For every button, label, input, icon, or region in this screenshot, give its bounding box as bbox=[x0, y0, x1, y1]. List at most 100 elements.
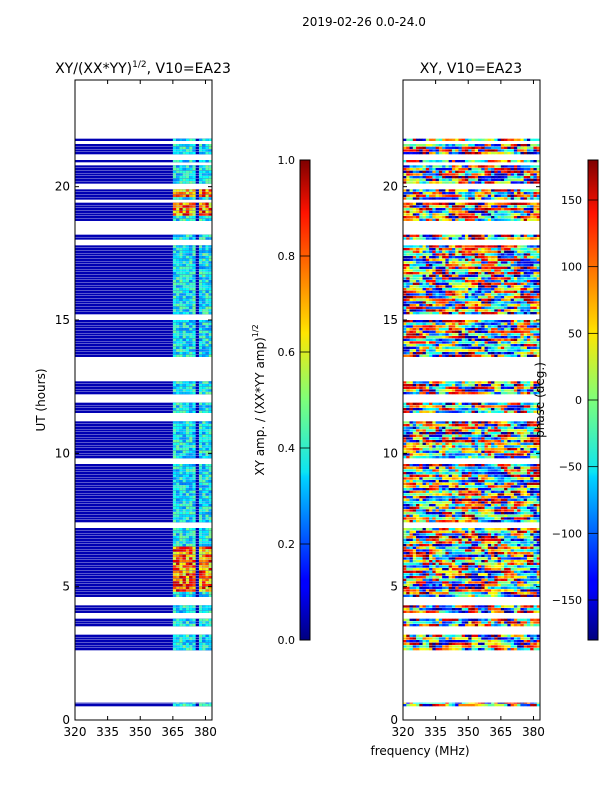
amplitude-cell bbox=[202, 592, 206, 595]
amplitude-cell bbox=[182, 301, 186, 304]
phase-cell bbox=[494, 474, 498, 477]
amplitude-cell bbox=[192, 557, 196, 560]
phase-cell bbox=[438, 514, 443, 517]
phase-cell bbox=[533, 453, 538, 456]
phase-cell bbox=[526, 642, 531, 645]
amplitude-cell bbox=[192, 160, 196, 163]
phase-cell bbox=[500, 536, 505, 539]
amplitude-cell bbox=[185, 506, 190, 509]
amplitude-cell bbox=[182, 560, 186, 563]
amplitude-cell bbox=[182, 482, 186, 485]
phase-cell bbox=[494, 437, 498, 440]
amplitude-cell bbox=[176, 152, 180, 155]
phase-cell bbox=[464, 482, 469, 485]
phase-cell bbox=[409, 576, 414, 579]
phase-cell bbox=[474, 578, 479, 581]
amplitude-cell bbox=[198, 702, 203, 704]
phase-cell bbox=[484, 605, 489, 608]
phase-cell bbox=[445, 549, 449, 552]
phase-cell bbox=[442, 477, 446, 480]
amplitude-cell bbox=[189, 485, 193, 488]
phase-cell bbox=[409, 469, 414, 472]
amplitude-cell bbox=[202, 432, 206, 435]
phase-cell bbox=[474, 642, 479, 645]
phase-cell bbox=[419, 560, 423, 563]
phase-cell bbox=[461, 570, 466, 573]
amplitude-cell bbox=[208, 576, 212, 579]
amplitude-cell bbox=[202, 272, 206, 275]
amplitude-cell bbox=[185, 410, 190, 413]
phase-cell bbox=[409, 557, 414, 560]
phase-cell bbox=[526, 581, 531, 584]
phase-cell bbox=[507, 637, 511, 640]
phase-cell bbox=[461, 429, 466, 432]
phase-cell bbox=[517, 576, 521, 579]
phase-cell bbox=[445, 530, 449, 533]
phase-cell bbox=[435, 584, 440, 587]
phase-cell bbox=[464, 562, 469, 565]
phase-cell bbox=[510, 538, 515, 541]
amplitude-cell bbox=[182, 234, 186, 237]
phase-cell bbox=[412, 453, 417, 456]
phase-cell bbox=[445, 509, 449, 512]
phase-cell bbox=[406, 544, 410, 547]
amplitude-cell bbox=[192, 274, 196, 277]
phase-cell bbox=[409, 562, 414, 565]
phase-cell bbox=[481, 429, 485, 432]
phase-cell bbox=[455, 456, 459, 459]
phase-cell bbox=[419, 469, 423, 472]
phase-cell bbox=[513, 624, 518, 627]
amplitude-cell bbox=[185, 386, 190, 389]
phase-cell bbox=[419, 506, 423, 509]
phase-cell bbox=[458, 557, 463, 560]
phase-cell bbox=[500, 472, 505, 475]
phase-cell bbox=[478, 533, 482, 536]
amplitude-cell bbox=[208, 485, 212, 488]
phase-cell bbox=[517, 530, 521, 533]
amplitude-cell bbox=[202, 296, 206, 299]
phase-cell bbox=[409, 608, 414, 611]
phase-cell bbox=[435, 586, 440, 589]
phase-cell bbox=[510, 642, 515, 645]
phase-cell bbox=[464, 514, 469, 517]
amplitude-cell bbox=[208, 389, 212, 392]
phase-cell bbox=[478, 480, 482, 483]
phase-cell bbox=[526, 442, 531, 445]
amplitude-cell bbox=[179, 421, 183, 424]
phase-cell bbox=[526, 514, 531, 517]
amplitude-cell bbox=[179, 389, 183, 392]
amplitude-cell bbox=[189, 464, 193, 467]
phase-cell bbox=[432, 702, 436, 704]
phase-cell bbox=[451, 424, 456, 427]
colorbar-tick-label: 0.2 bbox=[278, 538, 296, 551]
phase-cell bbox=[530, 472, 534, 475]
amplitude-cell bbox=[202, 328, 206, 331]
amplitude-cell bbox=[172, 480, 177, 483]
amplitude-cell bbox=[182, 282, 186, 285]
amplitude-cell bbox=[182, 264, 186, 267]
amplitude-cell bbox=[185, 501, 190, 504]
amplitude-cell bbox=[182, 293, 186, 296]
phase-cell bbox=[406, 640, 410, 643]
phase-cell bbox=[412, 434, 417, 437]
phase-cell bbox=[504, 528, 508, 531]
amplitude-cell bbox=[75, 352, 212, 355]
phase-cell bbox=[494, 576, 498, 579]
amplitude-cell bbox=[176, 528, 180, 531]
amplitude-cell bbox=[179, 178, 183, 181]
phase-cell bbox=[517, 562, 521, 565]
amplitude-cell bbox=[205, 285, 209, 288]
phase-cell bbox=[458, 578, 463, 581]
phase-cell bbox=[491, 450, 495, 453]
amplitude-cell bbox=[208, 541, 212, 544]
amplitude-cell bbox=[185, 434, 190, 437]
phase-cell bbox=[438, 584, 443, 587]
amplitude-cell bbox=[192, 290, 196, 293]
phase-cell bbox=[507, 605, 511, 608]
amplitude-cell bbox=[176, 469, 180, 472]
phase-cell bbox=[497, 434, 502, 437]
phase-cell bbox=[517, 493, 521, 496]
amplitude-cell bbox=[205, 237, 209, 240]
phase-cell bbox=[425, 576, 430, 579]
phase-cell bbox=[442, 581, 446, 584]
